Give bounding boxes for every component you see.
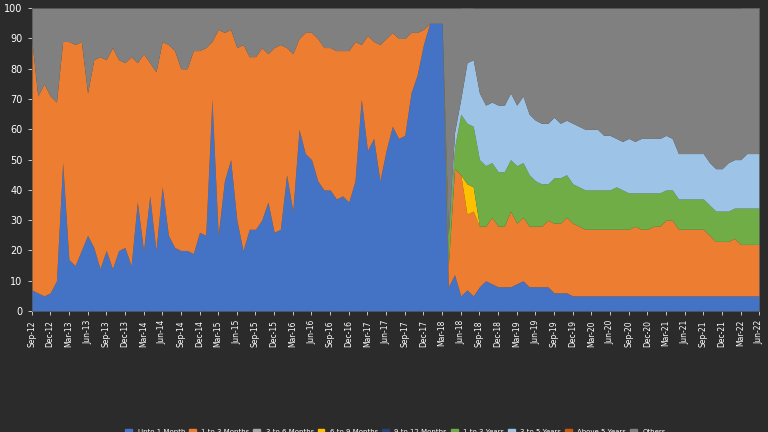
Legend: Upto 1 Month, 1 to 3 Months, 3 to 6 Months, 6 to 9 Months, 9 to 12 Months, 1 to : Upto 1 Month, 1 to 3 Months, 3 to 6 Mont…	[125, 429, 666, 432]
